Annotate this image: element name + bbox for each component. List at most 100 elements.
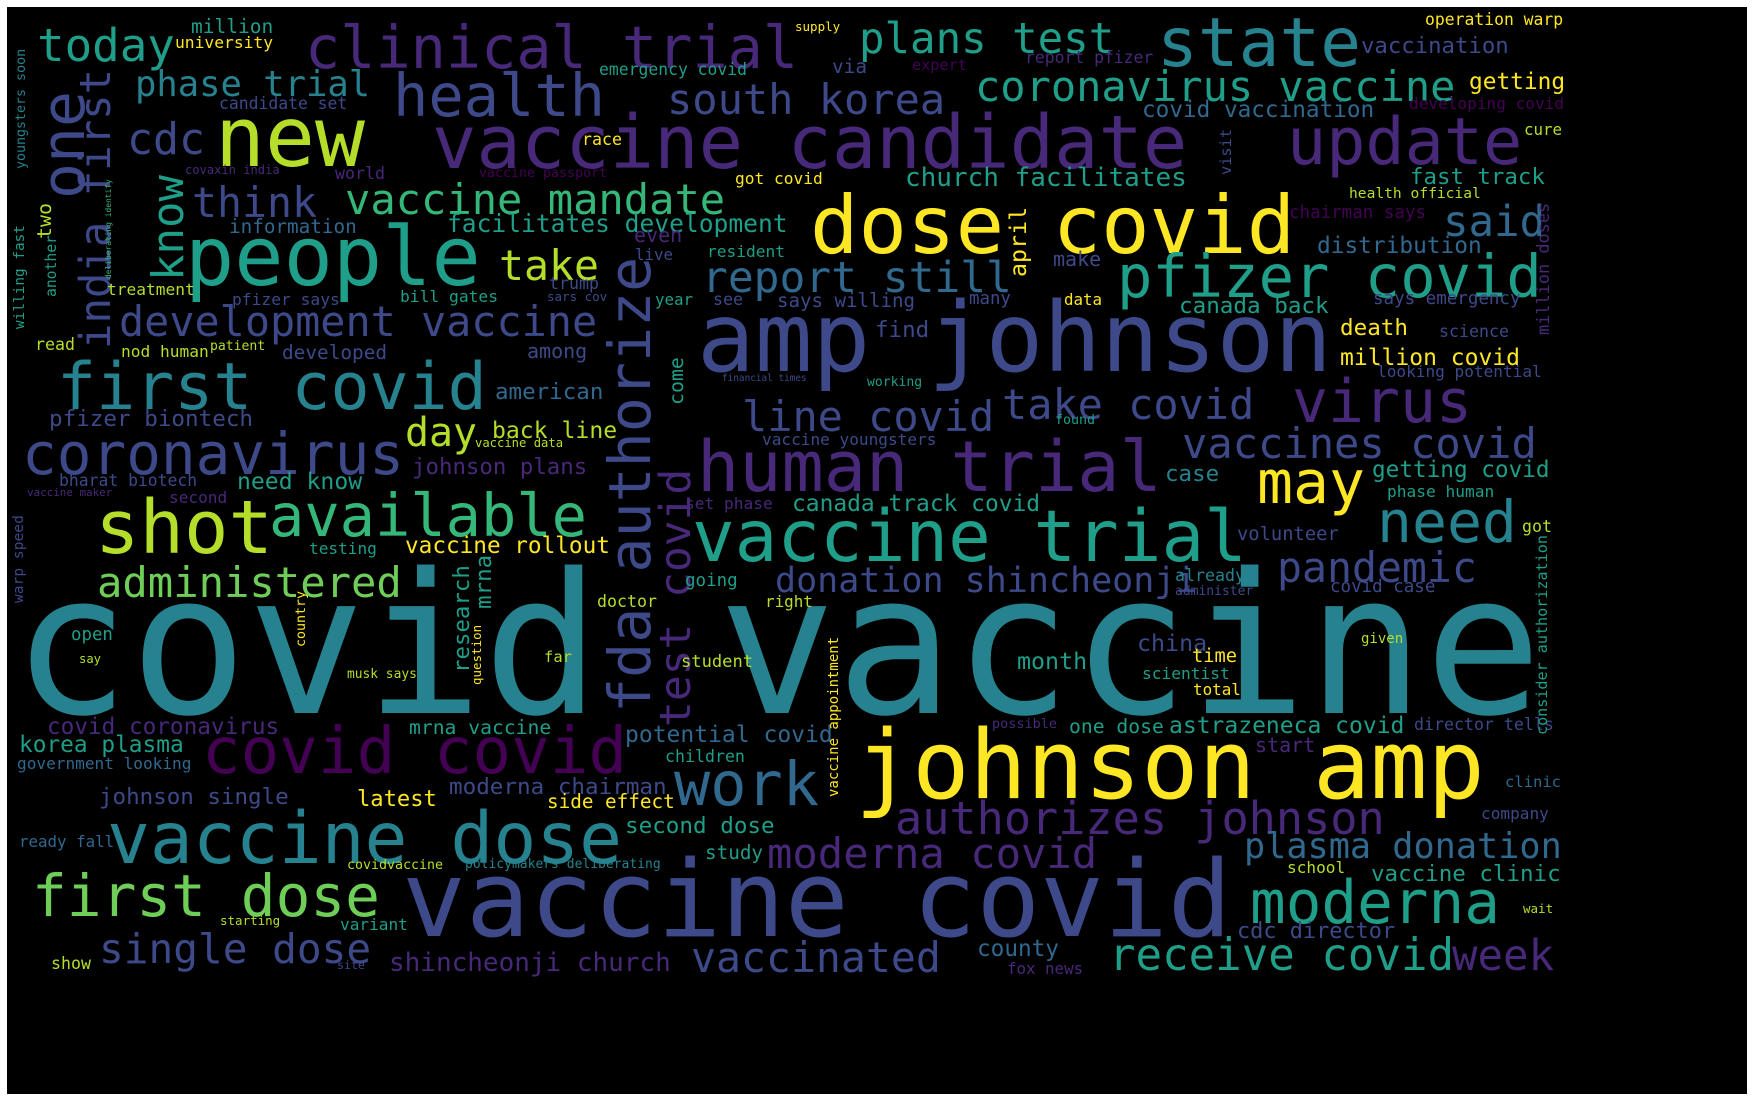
word-potential-covid: potential covid (625, 722, 833, 749)
word-school: school (1287, 857, 1346, 877)
word-country: country (294, 590, 309, 647)
word-need-know: need know (237, 469, 363, 496)
word-johnson-plans: johnson plans (412, 453, 588, 480)
word-see: see (713, 289, 743, 309)
word-open: open (71, 625, 113, 646)
word-looking-potential: looking potential (1377, 361, 1542, 381)
word-scientist: scientist (1142, 663, 1230, 683)
word-treatment: treatment (107, 279, 195, 299)
word-cure: cure (1524, 120, 1563, 140)
word-case: case (1165, 460, 1220, 487)
word-developing-covid: developing covid (1409, 93, 1565, 113)
word-day: day (405, 410, 478, 457)
word-think: think (192, 178, 317, 228)
word-health-official: health official (1349, 184, 1481, 202)
word-government-looking: government looking (17, 753, 192, 773)
word-know: know (143, 175, 194, 281)
word-health: health (393, 61, 605, 130)
word-vaccine-candidate: vaccine candidate (432, 100, 1188, 187)
word-distribution: distribution (1317, 232, 1482, 259)
word-authorizes-johnson: authorizes johnson (895, 792, 1385, 846)
word-science: science (1439, 321, 1509, 341)
word-covaxin-india: covaxin india (185, 162, 280, 177)
word-canada-back: canada back (1179, 292, 1329, 319)
word-line-covid: line covid (742, 392, 995, 442)
word-clinical-trial: clinical trial (305, 13, 799, 82)
word-doctor: doctor (597, 591, 657, 611)
word-report-pfizer: report pfizer (1025, 47, 1154, 67)
word-fox-news: fox news (1007, 959, 1084, 979)
word-death: death (1340, 314, 1409, 341)
word-two: two (33, 203, 56, 239)
word-patient: patient (210, 339, 266, 355)
word-canada-track-covid: canada track covid (792, 490, 1041, 517)
word-says-willing: says willing (777, 289, 915, 313)
word-covid-vaccination: covid vaccination (1142, 96, 1375, 123)
word-site: site (337, 958, 365, 973)
word-moderna-chairman: moderna chairman (449, 773, 667, 800)
word-phase-human: phase human (1387, 481, 1495, 501)
word-even: even (634, 223, 683, 247)
word-clinic: clinic (1505, 773, 1561, 792)
word-million-covid: million covid (1340, 344, 1521, 371)
word-getting: getting (1469, 68, 1566, 95)
word-working: working (867, 375, 923, 391)
word-says-emergency: says emergency (1373, 289, 1521, 310)
word-bharat-biotech: bharat biotech (59, 470, 198, 490)
word-county: county (977, 935, 1059, 962)
word-come: come (665, 357, 688, 405)
word-vaccine-covid: vaccine covid (402, 837, 1232, 961)
word-plasma-donation: plasma donation (1244, 826, 1562, 868)
word-donation-shincheonji: donation shincheonji (775, 560, 1197, 601)
word-vaccine-mandate: vaccine mandate (345, 174, 726, 224)
word-coronavirus-vaccine: coronavirus vaccine (975, 62, 1456, 112)
word-found: found (1055, 413, 1096, 429)
word-plans-test: plans test (859, 13, 1115, 63)
word-vaccine-youngsters: vaccine youngsters (762, 429, 937, 449)
word-already: already (1175, 565, 1245, 585)
word-american: american (495, 378, 604, 405)
word-information: information (229, 215, 357, 239)
word-vaccine-dose: vaccine dose (107, 797, 623, 881)
word-warp-speed: warp speed (10, 515, 27, 603)
word-race: race (582, 129, 622, 149)
word-mrna: mrna (471, 554, 497, 609)
word-vaccine-data: vaccine data (475, 435, 564, 450)
word-sars-cov: sars cov (547, 288, 608, 304)
word-report-still: report still (702, 252, 1012, 303)
word-available: available (269, 481, 587, 550)
word-million: million (191, 15, 274, 39)
word-testing: testing (309, 538, 377, 558)
word-vaccine-trial: vaccine trial (692, 494, 1247, 578)
word-year: year (655, 290, 694, 310)
word-got-covid: got covid (735, 168, 823, 188)
word-said: said (1443, 196, 1546, 246)
word-start: start (1255, 733, 1316, 757)
word-south-korea: south korea (667, 75, 946, 124)
word-youngsters-soon: youngsters soon (14, 48, 29, 169)
word-say: say (79, 651, 102, 666)
word-church-facilitates: church facilitates (905, 162, 1187, 193)
word-vaccinated: vaccinated (691, 933, 941, 983)
word-cdc-director: cdc director (1237, 919, 1396, 945)
word-study: study (705, 841, 764, 865)
word-take: take (499, 241, 599, 291)
word-johnson-single: johnson single (99, 783, 289, 810)
word-work: work (674, 749, 819, 820)
word-month: month (1017, 648, 1088, 676)
word-wait: wait (1523, 900, 1554, 916)
word-side-effect: side effect (547, 790, 675, 814)
word-trump: trump (549, 273, 599, 293)
word-company: company (1481, 803, 1549, 823)
word-dose-covid: dose covid (810, 178, 1296, 273)
word-vaccine-clinic: vaccine clinic (1371, 860, 1561, 887)
word-cdc: cdc (127, 115, 206, 166)
word-covid-coronavirus: covid coronavirus (47, 713, 280, 740)
word-development-vaccine: development vaccine (119, 297, 598, 347)
word-pfizer-covid: pfizer covid (1117, 241, 1542, 311)
word-read: read (35, 334, 75, 354)
word-given: given (1361, 631, 1404, 648)
word-latest: latest (357, 785, 437, 812)
word-second: second (169, 487, 228, 507)
word-show: show (51, 953, 91, 973)
